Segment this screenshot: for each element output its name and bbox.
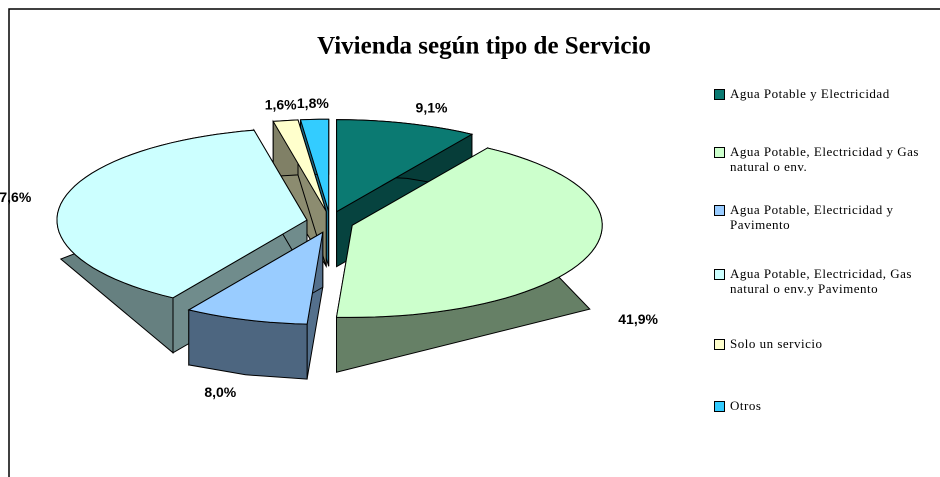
- legend-item: Agua Potable y Electricidad: [714, 86, 940, 101]
- legend-label: Agua Potable, Electricidad y Gas natural…: [730, 144, 919, 174]
- legend-item: Agua Potable, Electricidad y Gas natural…: [714, 144, 940, 174]
- legend-label: Agua Potable y Electricidad: [730, 86, 890, 101]
- data-label: 9,1%: [416, 99, 448, 115]
- legend-item: Otros: [714, 398, 940, 413]
- pie: [56, 118, 603, 380]
- data-label: 1,8%: [297, 95, 329, 111]
- legend-label: Agua Potable, Electricidad y Pavimento: [730, 202, 894, 232]
- legend-swatch: [714, 269, 725, 280]
- slice-top: [299, 118, 330, 212]
- data-label: 41,9%: [618, 311, 658, 327]
- slice-top: [187, 231, 324, 325]
- slice-top: [336, 119, 474, 213]
- slice: [272, 119, 327, 269]
- legend-swatch: [714, 339, 725, 350]
- slice: [335, 147, 603, 373]
- slice: [187, 231, 324, 380]
- slice-top: [56, 129, 308, 299]
- slice-top: [272, 119, 327, 212]
- legend-swatch: [714, 89, 725, 100]
- slice-top: [335, 147, 603, 318]
- data-label: 37,6%: [0, 189, 32, 205]
- legend-item: Agua Potable, Electricidad y Pavimento: [714, 202, 940, 232]
- legend-label: Otros: [730, 398, 762, 413]
- legend-label: Solo un servicio: [730, 336, 823, 351]
- legend-swatch: [714, 147, 725, 158]
- data-label: 8,0%: [204, 384, 236, 400]
- legend-swatch: [714, 401, 725, 412]
- legend-label: Agua Potable, Electricidad, Gas natural …: [730, 266, 912, 296]
- chart-title: Vivienda según tipo de Servicio: [317, 33, 651, 60]
- legend-item: Solo un servicio: [714, 336, 940, 351]
- legend-swatch: [714, 205, 725, 216]
- legend-item: Agua Potable, Electricidad, Gas natural …: [714, 266, 940, 296]
- data-label: 1,6%: [265, 96, 297, 112]
